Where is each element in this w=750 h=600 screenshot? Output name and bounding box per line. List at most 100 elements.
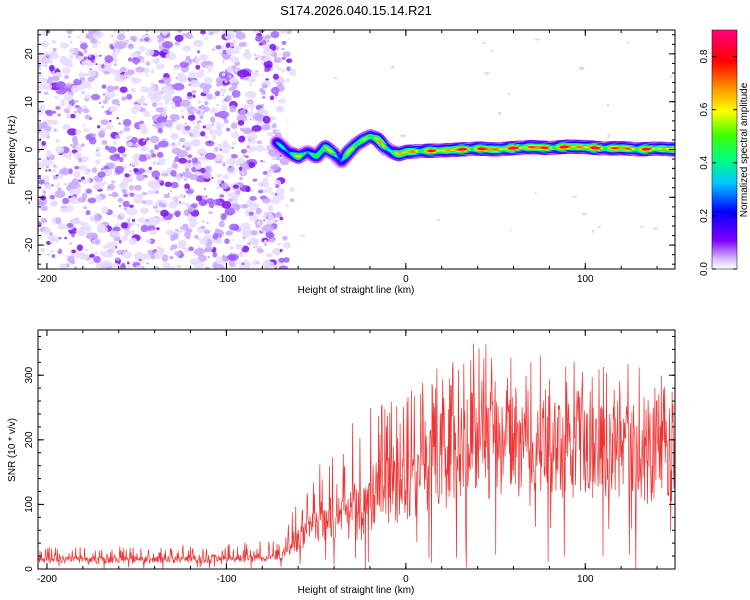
noise-speck (101, 260, 113, 268)
noise-speck (127, 218, 131, 222)
snr-panel: -200 -100 0 100 0 100 200 300 Height of straigh… (7, 329, 676, 596)
noise-speck (482, 42, 486, 45)
noise-speck (225, 95, 232, 102)
noise-speck (278, 82, 283, 87)
noise-speck (200, 225, 206, 229)
noise-speck (260, 160, 264, 163)
noise-speck (607, 134, 611, 138)
noise-speck (48, 238, 56, 243)
noise-speck (216, 143, 224, 150)
noise-speck (240, 148, 248, 154)
noise-speck (591, 229, 595, 233)
noise-speck (194, 57, 201, 62)
noise-speck (274, 192, 278, 196)
noise-speck (78, 52, 83, 57)
noise-speck (254, 245, 259, 249)
noise-speck (145, 48, 155, 57)
noise-speck (231, 90, 241, 98)
noise-speck (78, 220, 84, 226)
noise-speck (159, 51, 165, 56)
noise-speck (150, 68, 155, 74)
noise-speck (151, 101, 158, 108)
noise-speck (80, 156, 89, 163)
noise-speck (206, 221, 209, 224)
noise-speck (155, 190, 160, 194)
noise-speck (113, 240, 117, 243)
noise-speck (224, 207, 236, 216)
noise-speck (99, 54, 102, 57)
noise-speck (71, 232, 75, 238)
noise-speck (227, 253, 239, 261)
noise-speck (96, 225, 109, 234)
noise-speck (203, 229, 211, 235)
noise-speck (275, 65, 279, 68)
x-tick-label: -100 (216, 274, 236, 285)
noise-speck (187, 215, 195, 222)
noise-speck (220, 213, 227, 221)
noise-speck (187, 159, 192, 164)
noise-speck (51, 119, 59, 126)
noise-speck (231, 147, 234, 149)
noise-speck (248, 161, 256, 168)
noise-speck (117, 146, 126, 154)
noise-speck (184, 75, 187, 77)
noise-speck (140, 85, 149, 93)
noise-speck (38, 162, 46, 169)
noise-speck (208, 211, 213, 214)
signal-ridge-layer (275, 135, 675, 163)
noise-speck (241, 245, 250, 253)
noise-speck (114, 166, 124, 174)
noise-speck (244, 52, 252, 60)
noise-speck (66, 112, 72, 119)
noise-speck (184, 183, 191, 190)
noise-speck (129, 163, 132, 166)
noise-speck (192, 121, 196, 125)
noise-speck (181, 115, 185, 119)
noise-speck (204, 152, 216, 160)
noise-speck (255, 207, 262, 215)
noise-speck (147, 216, 159, 224)
noise-speck (58, 113, 61, 117)
noise-speckles (38, 30, 675, 269)
noise-speck (125, 40, 130, 45)
noise-speck (182, 145, 185, 148)
noise-speck (281, 47, 285, 51)
noise-speck (81, 41, 85, 45)
noise-speck (184, 231, 192, 238)
noise-speck (239, 109, 247, 115)
snr-frame (37, 329, 676, 570)
noise-speck (239, 176, 243, 181)
noise-speck (78, 158, 83, 163)
noise-speck (228, 74, 232, 78)
noise-speck (113, 85, 119, 91)
noise-speck (62, 167, 69, 176)
noise-speck (247, 203, 252, 207)
noise-speck (140, 224, 149, 233)
noise-speck (225, 191, 229, 195)
noise-speck (190, 97, 192, 99)
noise-speck (80, 42, 88, 50)
noise-speck (70, 198, 75, 201)
noise-speck (111, 98, 120, 105)
noise-speck (106, 67, 114, 73)
noise-speck (145, 169, 150, 174)
noise-speck (111, 52, 118, 59)
noise-speck (69, 143, 73, 147)
chart-title: S174.2026.040.15.14.R21 (280, 3, 432, 18)
noise-speck (72, 178, 79, 186)
noise-speck (109, 119, 112, 123)
noise-speck (68, 157, 72, 161)
noise-speck (120, 222, 129, 229)
noise-speck (229, 77, 238, 84)
noise-speck (232, 184, 239, 189)
noise-speck (64, 75, 70, 80)
noise-speck (241, 231, 248, 238)
noise-speck (185, 168, 189, 171)
noise-speck (102, 250, 114, 258)
noise-speck (108, 193, 112, 197)
noise-speck (127, 57, 133, 62)
noise-speck (89, 68, 92, 71)
noise-speck (233, 200, 238, 203)
noise-speck (146, 262, 150, 265)
